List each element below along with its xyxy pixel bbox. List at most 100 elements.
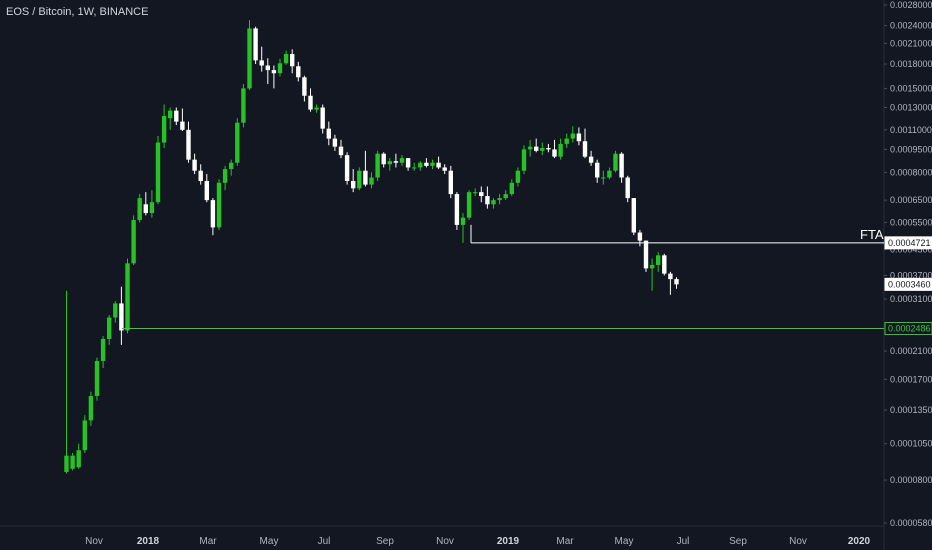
candle-body xyxy=(613,153,618,171)
candle-body xyxy=(625,177,630,199)
candle-body xyxy=(351,181,356,189)
y-tick-label: 0.0011000 xyxy=(890,125,932,135)
candle-body xyxy=(473,192,478,194)
candle-body xyxy=(466,192,472,218)
x-tick-label: Nov xyxy=(85,536,103,547)
candle-body xyxy=(582,141,588,157)
candle-body xyxy=(570,133,575,139)
candle-body xyxy=(442,167,447,171)
candle-body xyxy=(168,110,173,119)
candle-body xyxy=(363,170,368,185)
fta-label: FTA xyxy=(860,227,884,242)
last-price-badge-bg xyxy=(884,277,932,291)
candle-body xyxy=(216,182,222,228)
y-tick-label: 0.0028000 xyxy=(890,0,932,10)
candle-body xyxy=(100,338,106,361)
x-tick-label: May xyxy=(615,536,634,547)
candle-body xyxy=(302,77,307,96)
candle-body xyxy=(222,169,228,183)
y-tick-label: 0.0021000 xyxy=(890,38,932,48)
y-tick-label: 0.0003100 xyxy=(890,294,932,304)
candle-body xyxy=(241,88,246,123)
candle-body xyxy=(94,360,100,397)
candle-body xyxy=(125,263,130,331)
candle-body xyxy=(76,450,81,468)
candle-body xyxy=(296,66,301,78)
candle-body xyxy=(430,162,435,166)
candle-body xyxy=(70,455,75,469)
candle-body xyxy=(180,121,185,130)
candle-body xyxy=(564,138,569,144)
y-tick-label: 0.0001350 xyxy=(890,405,932,415)
y-tick-label: 0.0001050 xyxy=(890,439,932,449)
candle-body xyxy=(558,143,563,157)
x-tick-label: 2018 xyxy=(137,536,160,547)
candle-body xyxy=(149,202,155,214)
support-price-badge-bg xyxy=(884,322,932,336)
candle-body xyxy=(186,129,191,160)
x-tick-label: May xyxy=(260,536,279,547)
y-tick-label: 0.0005500 xyxy=(890,217,932,227)
y-tick-label: 0.0000800 xyxy=(890,475,932,485)
candle-body xyxy=(607,170,612,178)
candle-body xyxy=(82,420,87,451)
candle-body xyxy=(540,148,545,151)
x-tick-label: Sep xyxy=(376,536,394,547)
x-tick-label: Jul xyxy=(318,536,331,547)
candle-body xyxy=(412,167,417,169)
y-tick-label: 0.0008000 xyxy=(890,167,932,177)
x-tick-label: 2019 xyxy=(497,536,520,547)
candle-body xyxy=(503,194,508,199)
candle-body xyxy=(668,273,673,280)
candle-body xyxy=(381,153,386,165)
candle-body xyxy=(229,162,234,170)
candle-body xyxy=(344,155,350,182)
candle-body xyxy=(497,198,502,201)
candle-body xyxy=(479,192,484,197)
y-tick-label: 0.0024000 xyxy=(890,21,932,31)
y-tick-label: 0.0003700 xyxy=(890,270,932,280)
candle-body xyxy=(509,182,514,195)
x-tick-label: Nov xyxy=(436,536,454,547)
y-tick-label: 0.0009500 xyxy=(890,144,932,154)
candle-body xyxy=(418,162,423,168)
candle-body xyxy=(674,279,679,285)
candle-body xyxy=(107,317,112,339)
candle-body xyxy=(357,170,362,189)
candle-body xyxy=(521,149,527,171)
candle-body xyxy=(399,158,405,163)
fta-price-badge-bg xyxy=(884,236,932,250)
candle-body xyxy=(174,110,179,122)
candle-body xyxy=(637,232,643,241)
candle-body xyxy=(454,194,460,225)
candle-body xyxy=(387,161,392,165)
last-price-badge: 0.0003460 xyxy=(888,279,931,289)
candle-body xyxy=(161,115,167,143)
candle-body xyxy=(253,28,258,61)
candle-body xyxy=(424,162,429,166)
x-tick-label: Sep xyxy=(729,536,747,547)
y-tick-label: 0.0000580 xyxy=(890,518,932,528)
candle-body xyxy=(601,177,606,179)
candle-body xyxy=(369,177,374,185)
candle-body xyxy=(460,217,466,225)
candle-body xyxy=(515,170,521,183)
candle-body xyxy=(192,159,197,171)
candle-body xyxy=(649,264,655,269)
candle-body xyxy=(314,107,319,110)
candle-body xyxy=(405,158,411,168)
x-tick-label: 2020 xyxy=(848,536,871,547)
candle-body xyxy=(155,142,161,203)
candle-body xyxy=(375,153,380,178)
candle-body xyxy=(326,128,331,139)
candle-body xyxy=(576,133,582,142)
candle-body xyxy=(393,161,399,163)
candle-body xyxy=(119,303,124,331)
candle-body xyxy=(491,200,496,205)
y-tick-label: 0.0013000 xyxy=(890,103,932,113)
candle-body xyxy=(88,396,94,421)
candle-body xyxy=(588,156,594,163)
candle-body xyxy=(332,138,338,147)
candle-body xyxy=(204,181,209,201)
